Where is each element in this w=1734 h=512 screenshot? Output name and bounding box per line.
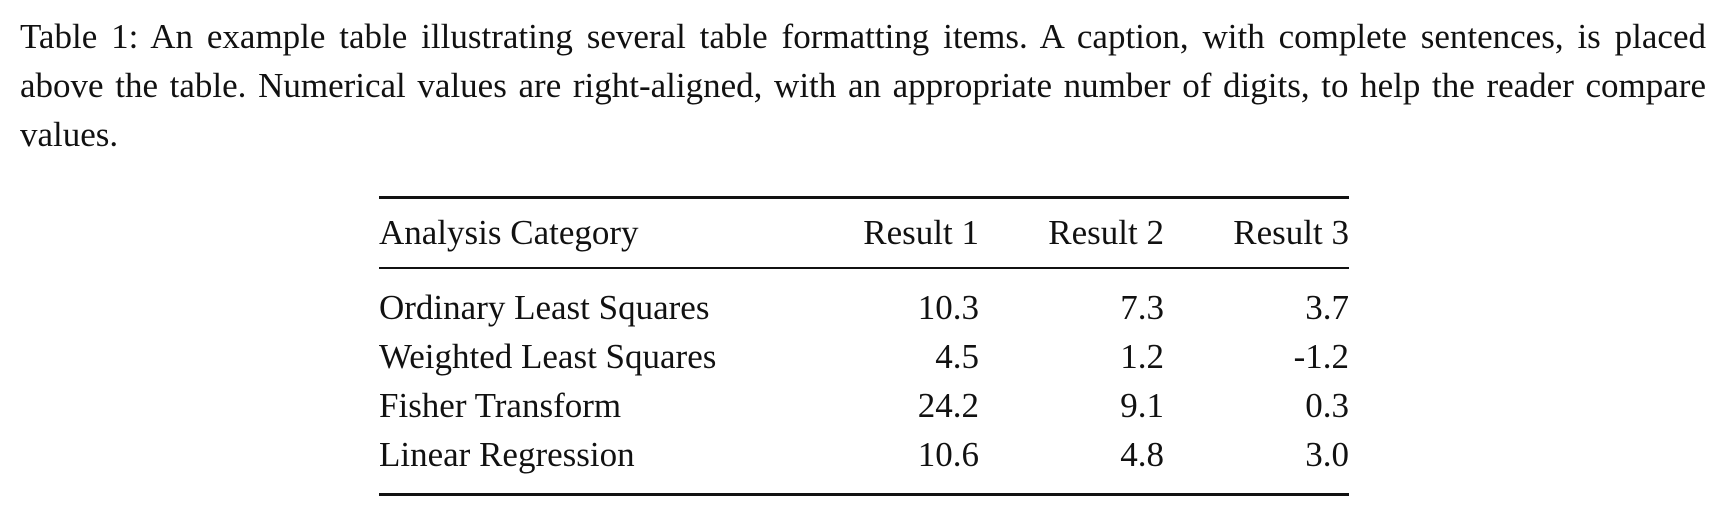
row-result-1: 10.3 [917, 287, 979, 327]
header-analysis-category: Analysis Category [379, 213, 639, 252]
results-table-container: Analysis Category Result 1 Result 2 Resu… [379, 196, 1349, 496]
row-category: Weighted Least Squares [379, 336, 717, 376]
row-result-2: 4.8 [1120, 434, 1164, 474]
row-category: Linear Regression [379, 434, 635, 474]
header-result-1: Result 1 [863, 213, 979, 252]
header-result-2: Result 2 [1048, 213, 1164, 252]
table-row: Ordinary Least Squares 10.3 7.3 3.7 [379, 268, 1349, 332]
row-category: Ordinary Least Squares [379, 287, 710, 327]
header-row: Analysis Category Result 1 Result 2 Resu… [379, 197, 1349, 268]
row-result-3: 3.7 [1305, 287, 1349, 327]
row-result-1: 4.5 [935, 336, 979, 376]
row-result-2: 1.2 [1120, 336, 1164, 376]
table-row: Linear Regression 10.6 4.8 3.0 [379, 430, 1349, 495]
table-row: Weighted Least Squares 4.5 1.2 -1.2 [379, 332, 1349, 381]
row-result-2: 9.1 [1120, 385, 1164, 425]
row-result-3: 0.3 [1305, 385, 1349, 425]
table-row: Fisher Transform 24.2 9.1 0.3 [379, 381, 1349, 430]
results-table: Analysis Category Result 1 Result 2 Resu… [379, 196, 1349, 496]
row-result-1: 24.2 [917, 385, 979, 425]
header-result-3: Result 3 [1233, 213, 1349, 252]
row-result-1: 10.6 [917, 434, 979, 474]
row-result-3: 3.0 [1305, 434, 1349, 474]
table-header: Analysis Category Result 1 Result 2 Resu… [379, 197, 1349, 268]
row-result-2: 7.3 [1120, 287, 1164, 327]
table-body: Ordinary Least Squares 10.3 7.3 3.7 Weig… [379, 268, 1349, 495]
table-caption: Table 1: An example table illustrating s… [20, 17, 1706, 154]
row-category: Fisher Transform [379, 385, 622, 425]
row-result-3: -1.2 [1293, 336, 1349, 376]
